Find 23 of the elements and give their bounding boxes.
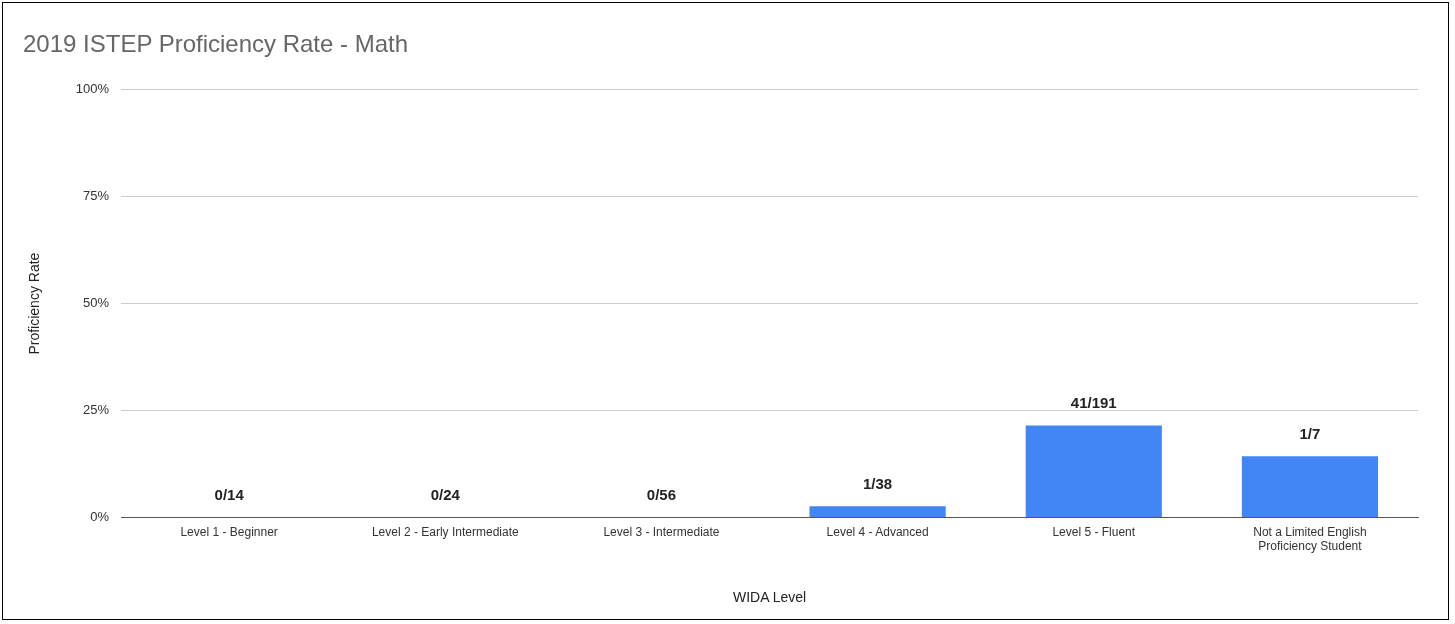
data-label: 1/38: [863, 474, 893, 492]
y-tick-label: 100%: [75, 81, 110, 97]
x-tick-label: Level 3 - Intermediate: [603, 524, 720, 539]
data-label: 0/24: [430, 486, 461, 504]
x-tick-label: Level 2 - Early Intermediate: [371, 524, 519, 539]
data-label: 0/14: [214, 486, 245, 504]
x-tick-label: Level 4 - Advanced: [826, 524, 929, 539]
y-tick-label: 50%: [83, 295, 110, 311]
bar: [1241, 456, 1379, 517]
data-label: 1/7: [1299, 424, 1321, 442]
bar: [1025, 425, 1162, 517]
data-label: 41/191: [1070, 394, 1117, 412]
y-tick-label: 75%: [83, 188, 110, 204]
x-tick-label: Not a Limited English Proficiency Student: [1253, 524, 1367, 554]
x-tick-label: Level 5 - Fluent: [1052, 524, 1136, 539]
y-tick-label: 0%: [90, 508, 110, 524]
data-label: 0/56: [646, 486, 677, 504]
y-tick-label: 25%: [83, 402, 110, 418]
y-axis-title: Proficiency Rate: [26, 252, 43, 355]
x-tick-label: Level 1 - Beginner: [180, 524, 278, 539]
bar: [809, 506, 946, 517]
chart-title: 2019 ISTEP Proficiency Rate - Math: [23, 30, 409, 58]
x-axis-title: WIDA Level: [732, 589, 807, 606]
